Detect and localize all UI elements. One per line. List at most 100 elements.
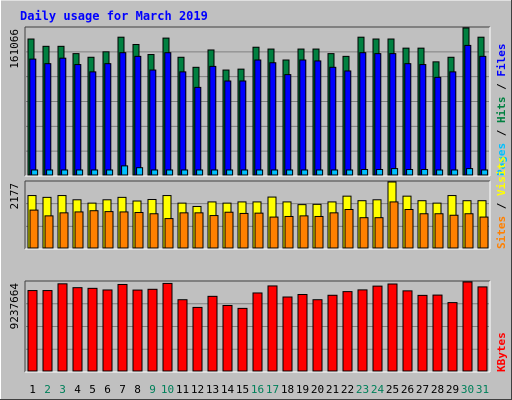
- panel-kbytes: 9237664 KBytes: [8, 280, 508, 373]
- bar-sites-day-18: [284, 215, 294, 249]
- x-tick-label: 31: [476, 383, 489, 396]
- bar-kbytes-day-25: [387, 283, 398, 372]
- bar-files-day-7: [119, 52, 127, 176]
- x-tick-label: 29: [446, 383, 459, 396]
- bar-files-day-8: [134, 55, 142, 176]
- bar-kbytes-day-5: [87, 287, 98, 372]
- x-tick-label: 20: [311, 383, 324, 396]
- bar-kbytes-day-4: [72, 287, 83, 372]
- bar-sites-day-1: [29, 209, 39, 249]
- bar-files-day-9: [149, 69, 157, 176]
- bar-sites-day-24: [374, 217, 384, 249]
- bar-pages-day-14: [226, 169, 234, 176]
- bar-sites-day-20: [314, 215, 324, 249]
- bar-sites-day-7: [119, 211, 129, 249]
- bar-files-day-16: [254, 59, 262, 176]
- bar-files-day-23: [359, 52, 367, 176]
- bar-pages-day-15: [241, 169, 249, 176]
- bar-files-day-21: [329, 66, 337, 176]
- bar-sites-day-3: [59, 212, 69, 249]
- bar-kbytes-day-9: [147, 288, 158, 372]
- bar-sites-day-31: [479, 216, 489, 249]
- x-tick-label: 25: [386, 383, 399, 396]
- bar-sites-day-23: [359, 217, 369, 249]
- x-tick-label: 23: [356, 383, 369, 396]
- bar-pages-day-27: [421, 169, 429, 176]
- bar-pages-day-5: [91, 169, 99, 176]
- x-tick-label: 21: [326, 383, 339, 396]
- bar-sites-day-19: [299, 215, 309, 249]
- bar-pages-day-25: [391, 168, 399, 176]
- bar-files-day-28: [434, 76, 442, 176]
- bar-kbytes-day-1: [27, 290, 38, 372]
- bar-sites-day-17: [269, 216, 279, 249]
- bar-sites-day-29: [449, 214, 459, 249]
- legend: Sites / Visits: [495, 156, 508, 249]
- legend: KBytes: [495, 332, 508, 372]
- x-tick-label: 12: [191, 383, 204, 396]
- bar-kbytes-day-19: [297, 294, 308, 372]
- bar-sites-day-13: [209, 215, 219, 249]
- bar-files-day-13: [209, 65, 217, 176]
- x-tick-label: 2: [44, 383, 51, 396]
- bar-pages-day-22: [346, 169, 354, 176]
- bar-sites-day-5: [89, 210, 99, 249]
- x-tick-label: 18: [281, 383, 294, 396]
- x-tick-label: 13: [206, 383, 219, 396]
- bar-sites-day-9: [149, 213, 159, 249]
- bar-pages-day-3: [61, 169, 69, 176]
- bar-pages-day-19: [301, 169, 309, 176]
- chart-panels: 161066 Pages / Hits / Files 2177 Sites / Vi…: [8, 26, 508, 373]
- x-tick-label: 8: [134, 383, 141, 396]
- bar-kbytes-day-2: [42, 290, 53, 372]
- bar-pages-day-6: [106, 169, 114, 176]
- x-tick-label: 22: [341, 383, 354, 396]
- bar-kbytes-day-12: [192, 306, 203, 372]
- bar-files-day-25: [389, 53, 397, 176]
- bar-sites-day-8: [134, 212, 144, 249]
- bar-pages-day-29: [451, 169, 459, 176]
- x-tick-label: 19: [296, 383, 309, 396]
- bar-files-day-27: [419, 64, 427, 176]
- bar-kbytes-day-30: [462, 281, 473, 372]
- bar-pages-day-31: [481, 169, 489, 176]
- bar-kbytes-day-20: [312, 299, 323, 372]
- panel-visits-sites: 2177 Sites / Visits: [8, 156, 508, 250]
- bar-kbytes-day-7: [117, 283, 128, 372]
- legend-separator: /: [495, 123, 508, 143]
- x-tick-label: 10: [161, 383, 174, 396]
- y-max-label: 2177: [8, 183, 21, 210]
- bar-pages-day-17: [271, 169, 279, 176]
- bar-kbytes-day-31: [477, 286, 488, 372]
- legend-item: Hits: [495, 97, 508, 124]
- bar-files-day-20: [314, 60, 322, 176]
- bar-kbytes-day-22: [342, 291, 353, 372]
- bar-kbytes-day-13: [207, 295, 218, 372]
- bar-pages-day-23: [361, 169, 369, 176]
- bar-kbytes-day-17: [267, 285, 278, 372]
- bar-sites-day-10: [164, 218, 174, 249]
- bar-kbytes-day-29: [447, 302, 458, 372]
- x-tick-label: 14: [221, 383, 235, 396]
- bar-pages-day-11: [181, 169, 189, 176]
- x-tick-label: 24: [371, 383, 385, 396]
- legend-item: Files: [495, 44, 508, 77]
- bar-files-day-30: [464, 44, 472, 176]
- bar-files-day-18: [284, 74, 292, 176]
- x-axis-labels: 1 2 3 4 5 6 7 8 9 10 11 12 13 14 15 16 17 18 19 20 21 22 23 24 2…: [29, 383, 489, 396]
- bar-pages-day-8: [136, 167, 144, 176]
- bar-pages-day-12: [196, 169, 204, 176]
- bar-files-day-11: [179, 71, 187, 176]
- bar-kbytes-day-14: [222, 304, 233, 372]
- bar-sites-day-22: [344, 208, 354, 249]
- bar-sites-day-30: [464, 213, 474, 249]
- bar-kbytes-day-28: [432, 294, 443, 372]
- bar-pages-day-28: [436, 169, 444, 176]
- bar-kbytes-day-3: [57, 283, 68, 372]
- bar-kbytes-day-8: [132, 289, 143, 372]
- bar-files-day-17: [269, 62, 277, 176]
- chart-title: Daily usage for March 2019: [20, 9, 208, 23]
- bar-kbytes-day-10: [162, 282, 173, 372]
- bar-sites-day-28: [434, 213, 444, 249]
